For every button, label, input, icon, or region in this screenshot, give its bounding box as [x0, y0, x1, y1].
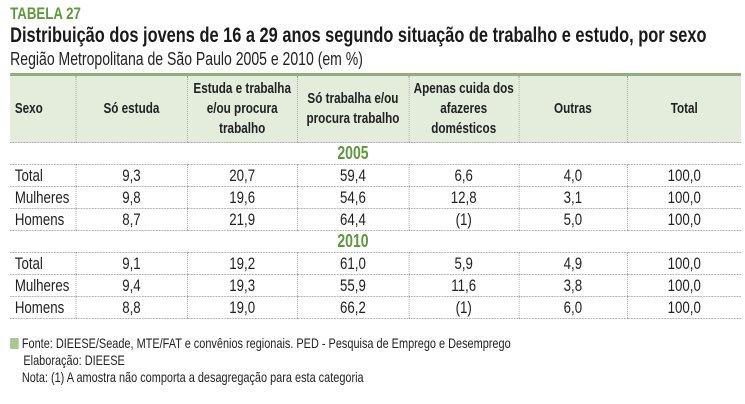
- table-cell: 12,8: [408, 186, 519, 209]
- table-cell: 66,2: [296, 296, 409, 319]
- year-cell: [10, 142, 76, 165]
- row-label: Total: [10, 164, 76, 187]
- table-cell: 6,0: [518, 296, 628, 319]
- column-header: Outras: [518, 74, 628, 143]
- legend-square-icon: [10, 338, 19, 349]
- table-cell: 100,0: [626, 186, 741, 209]
- year-cell: [408, 142, 519, 165]
- table-cell: 8,7: [75, 208, 188, 231]
- table-cell: 100,0: [626, 274, 741, 297]
- table-cell: 9,1: [75, 252, 188, 275]
- year-cell: [75, 230, 188, 253]
- table-cell: 4,9: [518, 252, 628, 275]
- table-row: Mulheres 9,8 19,6 54,6 12,8 3,1 100,0: [10, 186, 741, 209]
- table-cell: 19,6: [186, 186, 298, 209]
- year-label: 2010: [297, 230, 409, 253]
- table-cell: 5,0: [518, 208, 628, 231]
- table-row: Homens 8,7 21,9 64,4 (1) 5,0 100,0: [10, 208, 741, 231]
- column-header: Só trabalha e/ou procura trabalho: [296, 74, 409, 143]
- column-header: Total: [626, 74, 741, 143]
- table-cell: 19,2: [186, 252, 298, 275]
- row-label: Mulheres: [10, 274, 76, 297]
- year-cell: [518, 142, 628, 165]
- row-label: Homens: [10, 208, 76, 231]
- table-cell: 4,0: [518, 164, 628, 187]
- year-cell: [627, 142, 741, 165]
- table-cell: (1): [408, 208, 519, 231]
- table-cell: 6,6: [408, 164, 519, 187]
- table-cell: 3,8: [518, 274, 628, 297]
- table-row: Total 9,1 19,2 61,0 5,9 4,9 100,0: [10, 252, 741, 275]
- year-cell: [627, 230, 741, 253]
- table-cell: 11,6: [408, 274, 519, 297]
- table-cell: 61,0: [296, 252, 409, 275]
- year-row: 2010: [10, 230, 741, 253]
- elaboration-note: Elaboração: DIEESE: [23, 352, 125, 368]
- table-cell: 100,0: [626, 208, 741, 231]
- column-header: Apenas cuida dos afazeres domésticos: [408, 74, 519, 143]
- table-cell: 3,1: [518, 186, 628, 209]
- table-cell: 19,3: [186, 274, 298, 297]
- data-table: Sexo Só estuda Estuda e trabalha e/ou proc…: [10, 73, 741, 319]
- header-row: Sexo Só estuda Estuda e trabalha e/ou proc…: [10, 74, 741, 143]
- table-cell: 100,0: [626, 164, 741, 187]
- row-label: Total: [10, 252, 76, 275]
- table-cell: 9,3: [75, 164, 188, 187]
- table-cell: 8,8: [75, 296, 188, 319]
- year-cell: [10, 230, 76, 253]
- table-cell: 21,9: [186, 208, 298, 231]
- column-header: Estuda e trabalha e/ou procura trabalho: [186, 74, 298, 143]
- table-cell: 9,8: [75, 186, 188, 209]
- year-label: 2005: [297, 142, 409, 165]
- table-cell: 20,7: [186, 164, 298, 187]
- year-cell: [518, 230, 628, 253]
- table-cell: 64,4: [296, 208, 409, 231]
- footnote: Nota: (1) A amostra não comporta a desag…: [21, 369, 364, 385]
- footer: Fonte: DIEESE/Seade, MTE/FAT e convênios…: [10, 335, 511, 386]
- column-header: Só estuda: [75, 74, 188, 143]
- year-cell: [408, 230, 519, 253]
- table-row: Mulheres 9,4 19,3 55,9 11,6 3,8 100,0: [10, 274, 741, 297]
- table-cell: 9,4: [75, 274, 188, 297]
- table-cell: 100,0: [626, 252, 741, 275]
- year-cell: [187, 230, 298, 253]
- table-row: Homens 8,8 19,0 66,2 (1) 6,0 100,0: [10, 296, 741, 319]
- table-cell: 19,0: [186, 296, 298, 319]
- table-cell: (1): [408, 296, 519, 319]
- column-header: Sexo: [10, 74, 76, 143]
- table-subtitle: Região Metropolitana de São Paulo 2005 e…: [10, 49, 363, 69]
- table-cell: 5,9: [408, 252, 519, 275]
- row-label: Homens: [10, 296, 76, 319]
- table-cell: 54,6: [296, 186, 409, 209]
- table-number: TABELA 27: [10, 4, 81, 23]
- table-cell: 59,4: [296, 164, 409, 187]
- table-cell: 55,9: [296, 274, 409, 297]
- year-cell: [187, 142, 298, 165]
- table-cell: 100,0: [626, 296, 741, 319]
- row-label: Mulheres: [10, 186, 76, 209]
- year-row: 2005: [10, 142, 741, 165]
- year-cell: [75, 142, 188, 165]
- source-note: Fonte: DIEESE/Seade, MTE/FAT e convênios…: [21, 335, 511, 351]
- table-title: Distribuição dos jovens de 16 a 29 anos …: [10, 24, 707, 47]
- table-row: Total 9,3 20,7 59,4 6,6 4,0 100,0: [10, 164, 741, 187]
